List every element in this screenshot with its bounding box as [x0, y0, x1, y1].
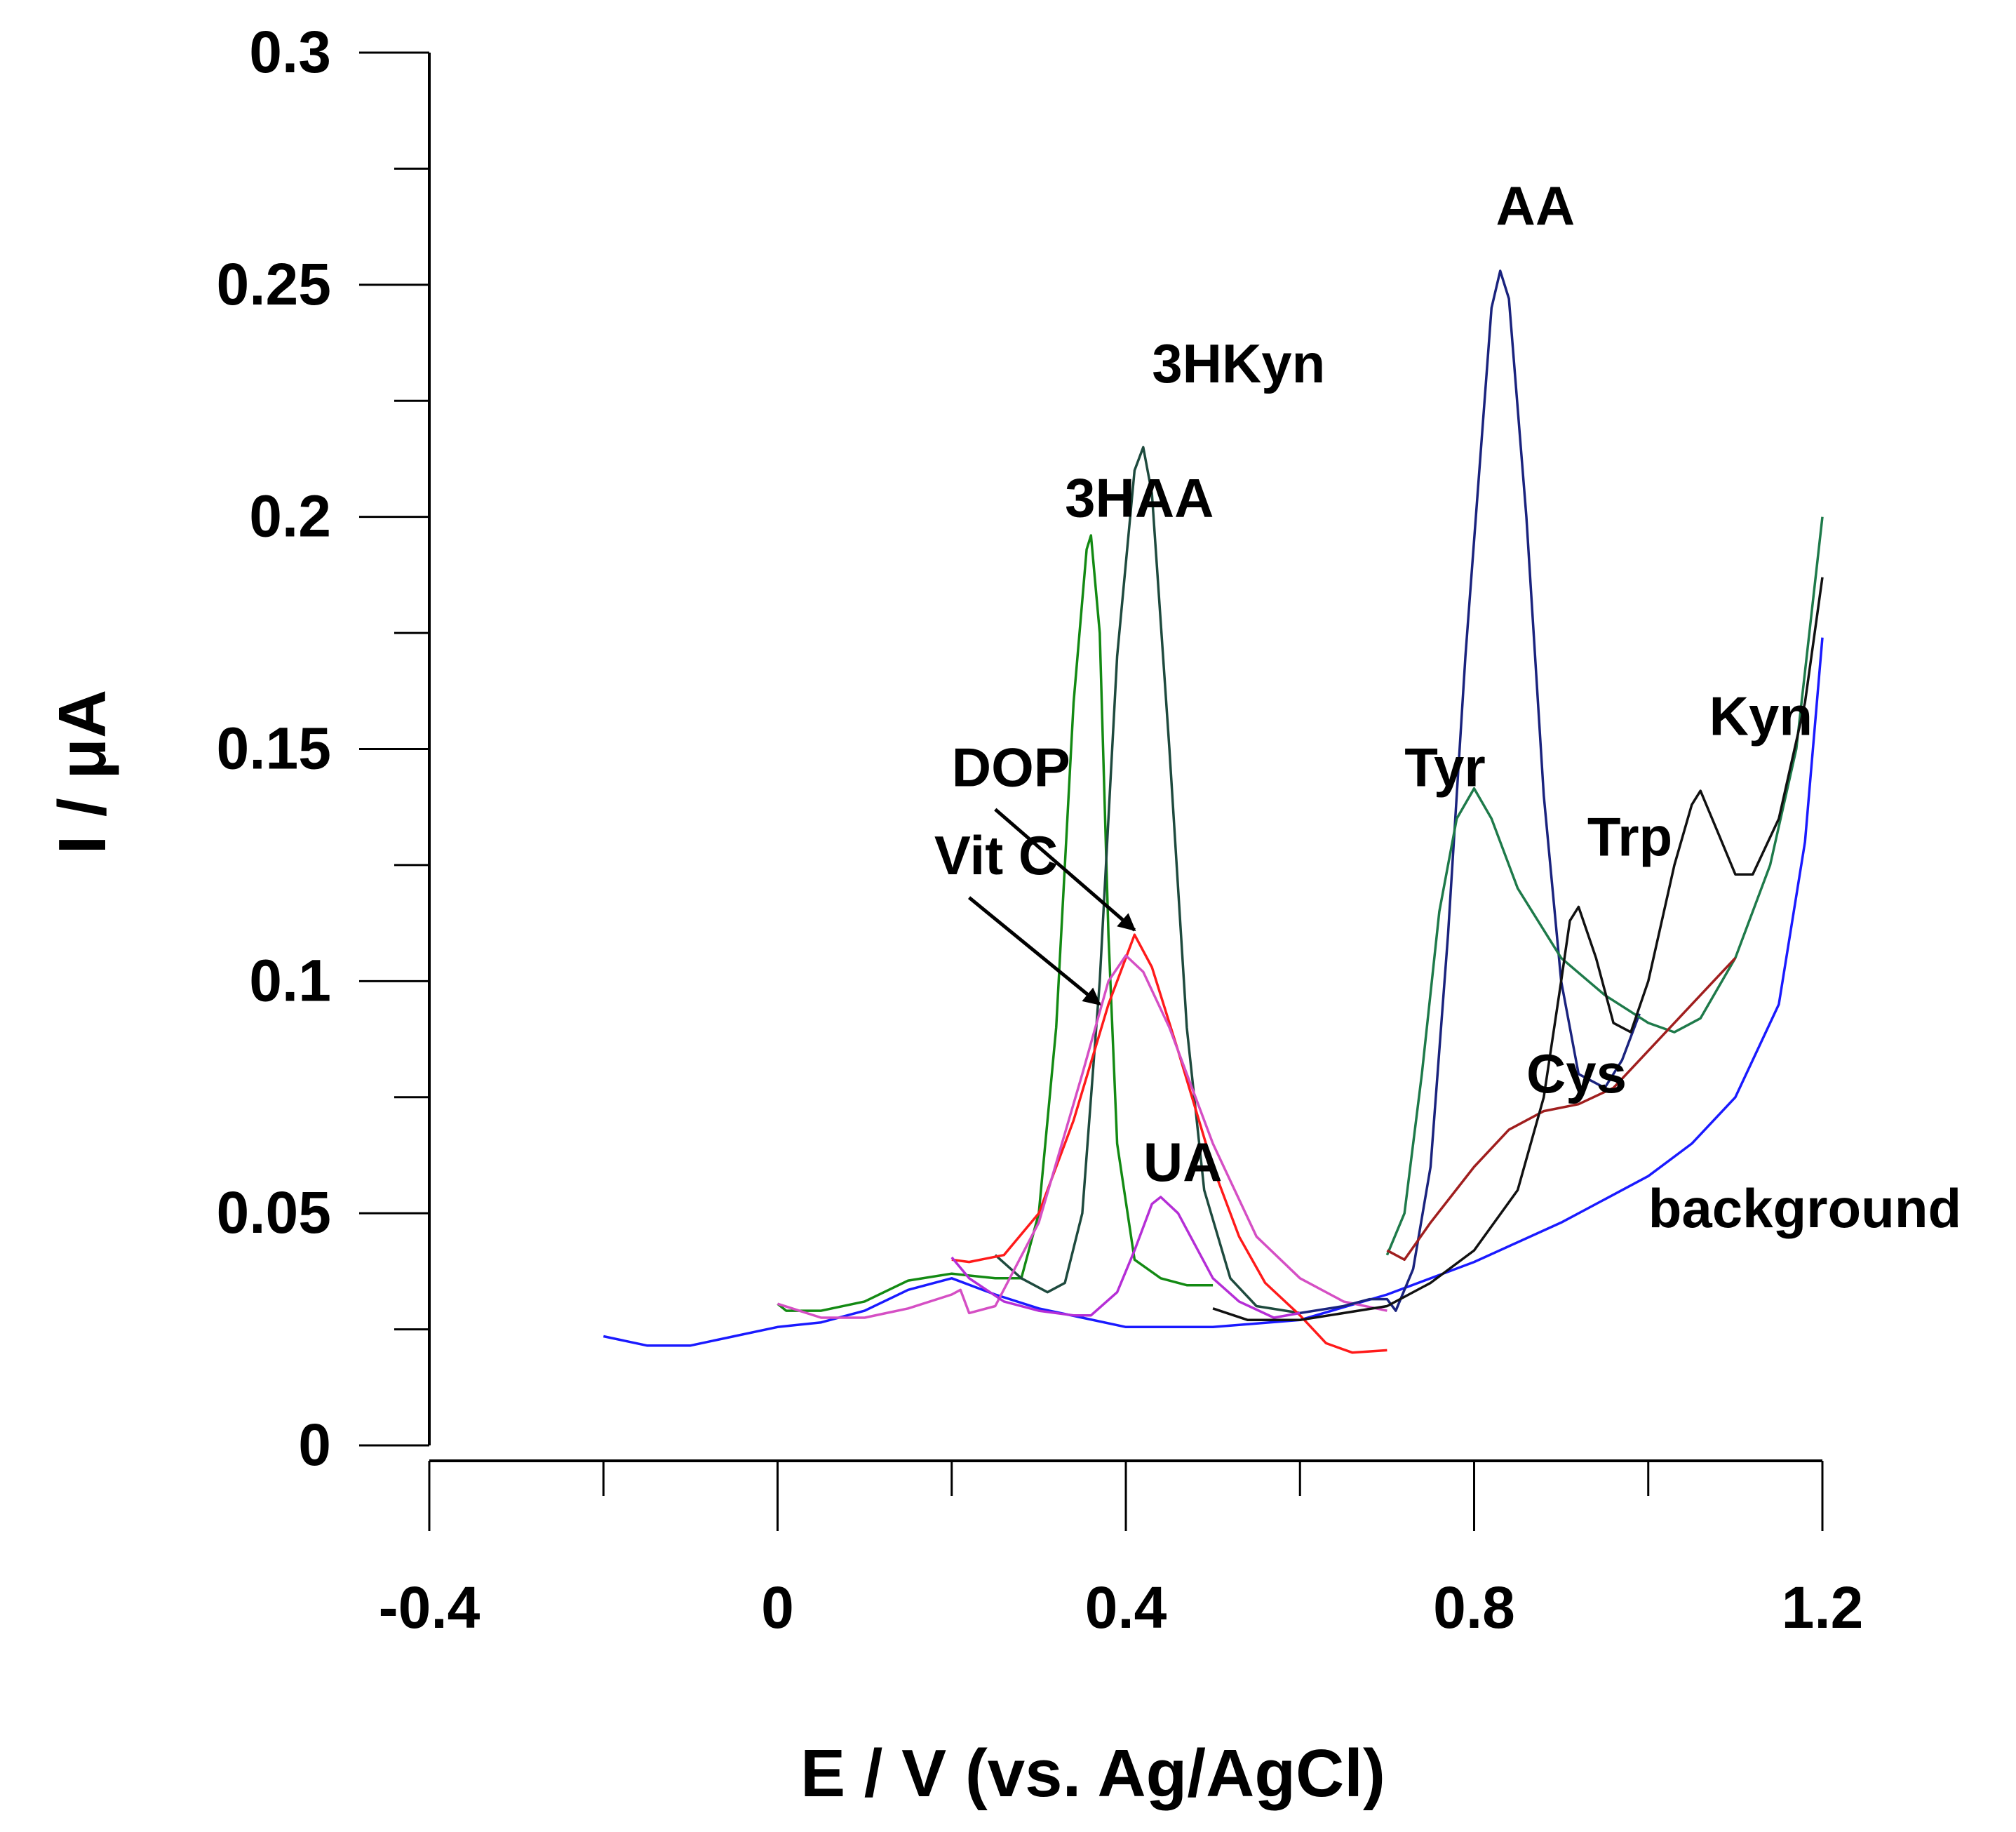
- annotation-ua: UA: [1143, 1131, 1223, 1193]
- annotation-tyr: Tyr: [1404, 736, 1486, 798]
- x-tick-label: 0.4: [1085, 1574, 1167, 1640]
- series-line-background: [603, 637, 1824, 1347]
- x-tick-label: 0.8: [1433, 1574, 1515, 1640]
- annotation-background: background: [1648, 1177, 1961, 1239]
- axes: 0 0.05 0.1 0.15 0.2 0.25 0.3 -0.4 0 0.4 0.8 1.2: [217, 19, 1864, 1640]
- y-tick-label: 0.15: [217, 716, 332, 782]
- series-line-ua: [950, 1196, 1301, 1319]
- arrows-group: [967, 808, 1136, 1006]
- y-axis-title: I / μA: [45, 690, 120, 855]
- annotation-3hkyn: 3HKyn: [1152, 333, 1325, 394]
- series-line-dop: [951, 933, 1387, 1354]
- y-tick-label: 0.3: [249, 19, 331, 85]
- annotation-kyn: Kyn: [1709, 686, 1813, 747]
- x-tick-label: 0: [761, 1574, 794, 1640]
- arrow-dop: [994, 808, 1136, 932]
- series-line-3haa: [777, 534, 1214, 1312]
- annotation-dop: DOP: [952, 736, 1070, 798]
- annotation-cys: Cys: [1526, 1043, 1627, 1104]
- arrow-vit-c: [967, 896, 1101, 1006]
- x-tick-label: 1.2: [1782, 1574, 1864, 1640]
- series-line-3hkyn: [994, 446, 1301, 1315]
- series-line-trp: [1212, 577, 1824, 1322]
- series-group: [603, 269, 1824, 1354]
- annotation-vit-c: Vit C: [934, 824, 1058, 886]
- annotation-trp: Trp: [1587, 806, 1672, 868]
- series-line-cys: [1386, 957, 1737, 1262]
- y-tick-label: 0: [298, 1412, 331, 1478]
- series-line-aa: [1300, 269, 1641, 1315]
- y-tick-label: 0.1: [249, 947, 331, 1013]
- y-tick-label: 0.2: [249, 483, 331, 549]
- y-tick-label: 0.25: [217, 251, 332, 317]
- annotation-3haa: 3HAA: [1065, 467, 1214, 529]
- x-axis-title: E / V (vs. Ag/AgCl): [800, 1736, 1385, 1811]
- annotations-group: AA 3HKyn 3HAA DOP Vit C Tyr Trp Kyn Cys UA backgro…: [934, 175, 1961, 1239]
- series-line-tyr: [1385, 516, 1824, 1256]
- annotation-aa: AA: [1496, 175, 1575, 236]
- x-tick-label: -0.4: [379, 1574, 481, 1640]
- series-line-vit-c: [777, 954, 1387, 1319]
- y-tick-label: 0.05: [217, 1179, 332, 1245]
